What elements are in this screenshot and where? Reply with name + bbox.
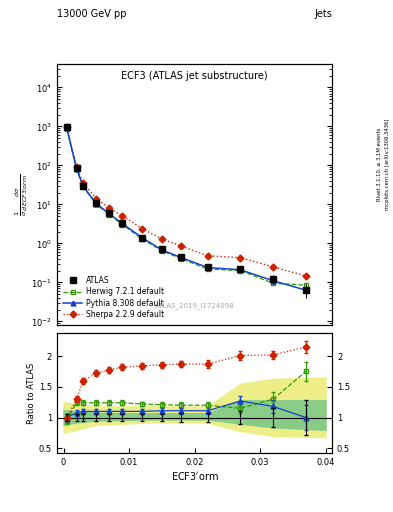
Text: ECF3 (ATLAS jet substructure): ECF3 (ATLAS jet substructure)	[121, 71, 268, 80]
Y-axis label: Ratio to ATLAS: Ratio to ATLAS	[27, 362, 36, 423]
X-axis label: ECF3$^{\prime}$orm: ECF3$^{\prime}$orm	[171, 470, 219, 482]
Text: Jets: Jets	[314, 9, 332, 19]
Y-axis label: $\frac{1}{\sigma}\frac{d\sigma}{d\,ECF3^{\prime}orm}$: $\frac{1}{\sigma}\frac{d\sigma}{d\,ECF3^…	[13, 174, 30, 216]
Text: 13000 GeV pp: 13000 GeV pp	[57, 9, 127, 19]
Legend: ATLAS, Herwig 7.2.1 default, Pythia 8.308 default, Sherpa 2.2.9 default: ATLAS, Herwig 7.2.1 default, Pythia 8.30…	[61, 274, 167, 322]
Text: mcplots.cern.ch [arXiv:1306.3436]: mcplots.cern.ch [arXiv:1306.3436]	[385, 118, 389, 209]
Text: Rivet 3.1.10, ≥ 3.1M events: Rivet 3.1.10, ≥ 3.1M events	[377, 127, 382, 201]
Text: ATLAS_2019_I1724098: ATLAS_2019_I1724098	[155, 303, 234, 309]
